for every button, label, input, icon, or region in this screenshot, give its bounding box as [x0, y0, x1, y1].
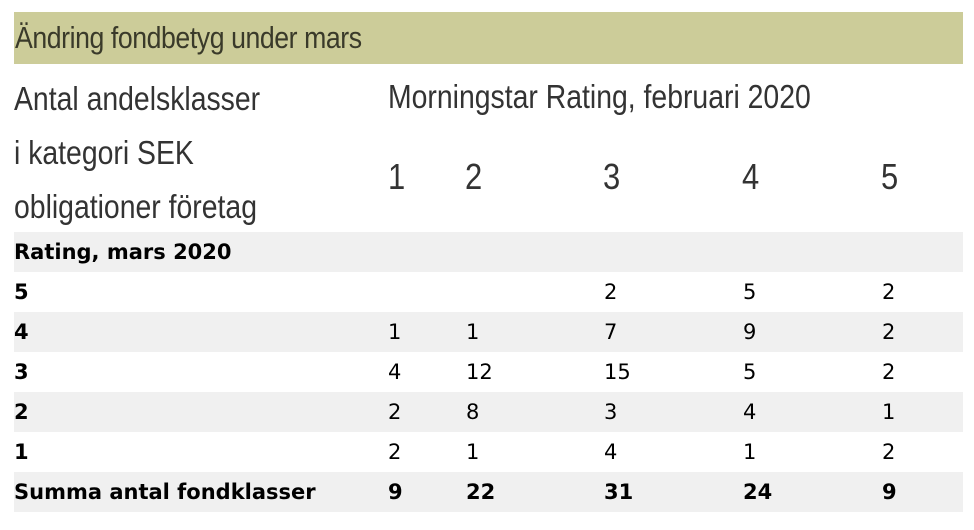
table-cell: 4: [388, 360, 402, 384]
total-cell: 9: [882, 480, 897, 504]
total-cell: 24: [743, 480, 773, 504]
total-cell: 31: [604, 480, 634, 504]
column-header-3: 3: [603, 156, 621, 197]
table-cell: 4: [743, 400, 757, 424]
row-label: 5: [14, 280, 29, 304]
table-cell: 8: [466, 400, 480, 424]
row-label: 4: [14, 320, 29, 344]
table-cell: 4: [604, 440, 618, 464]
total-label: Summa antal fondklasser: [14, 480, 316, 504]
row-label: 2: [14, 400, 29, 424]
table-cell: 2: [882, 440, 896, 464]
table-row: 4 1 1 7 9 2: [14, 312, 963, 352]
column-header-4: 4: [742, 156, 760, 197]
table-cell: 12: [466, 360, 493, 384]
table-cell: 1: [743, 440, 757, 464]
column-header-2: 2: [465, 156, 483, 197]
table-cell: 7: [604, 320, 618, 344]
total-cell: 22: [466, 480, 496, 504]
table-cell: 15: [604, 360, 631, 384]
table-cell: 2: [882, 360, 896, 384]
table-cell: 9: [743, 320, 757, 344]
table-cell: 2: [882, 280, 896, 304]
row-label: 1: [14, 440, 29, 464]
row-label: 3: [14, 360, 29, 384]
table-cell: 2: [388, 440, 402, 464]
row-header-line-3: obligationer företag: [14, 188, 257, 225]
total-row: Summa antal fondklasser 9 22 31 24 9: [14, 472, 963, 512]
table-cell: 1: [466, 440, 480, 464]
table-cell: 1: [388, 320, 402, 344]
table-row: 5 2 5 2: [14, 272, 963, 312]
column-header-1: 1: [388, 156, 406, 197]
table-title: Ändring fondbetyg under mars: [14, 12, 963, 64]
table-cell: 1: [466, 320, 480, 344]
column-group-title: Morningstar Rating, februari 2020: [388, 78, 811, 115]
table-cell: 5: [743, 360, 757, 384]
table-row: 1 2 1 4 1 2: [14, 432, 963, 472]
column-header-5: 5: [881, 156, 899, 197]
row-header-caption: Antal andelsklasser i kategori SEK oblig…: [14, 72, 300, 234]
table-cell: 2: [882, 320, 896, 344]
table-cell: 5: [743, 280, 757, 304]
table-title-text: Ändring fondbetyg under mars: [15, 20, 362, 55]
section-label: Rating, mars 2020: [14, 240, 232, 264]
table-row: 2 2 8 3 4 1: [14, 392, 963, 432]
row-header-line-1: Antal andelsklasser: [14, 80, 261, 117]
row-header-line-2: i kategori SEK: [14, 134, 194, 171]
section-row: Rating, mars 2020: [14, 232, 963, 272]
table-cell: 2: [604, 280, 618, 304]
total-cell: 9: [388, 480, 403, 504]
table-cell: 1: [882, 400, 896, 424]
table-cell: 2: [388, 400, 402, 424]
table-cell: 3: [604, 400, 618, 424]
table-row: 3 4 12 15 5 2: [14, 352, 963, 392]
